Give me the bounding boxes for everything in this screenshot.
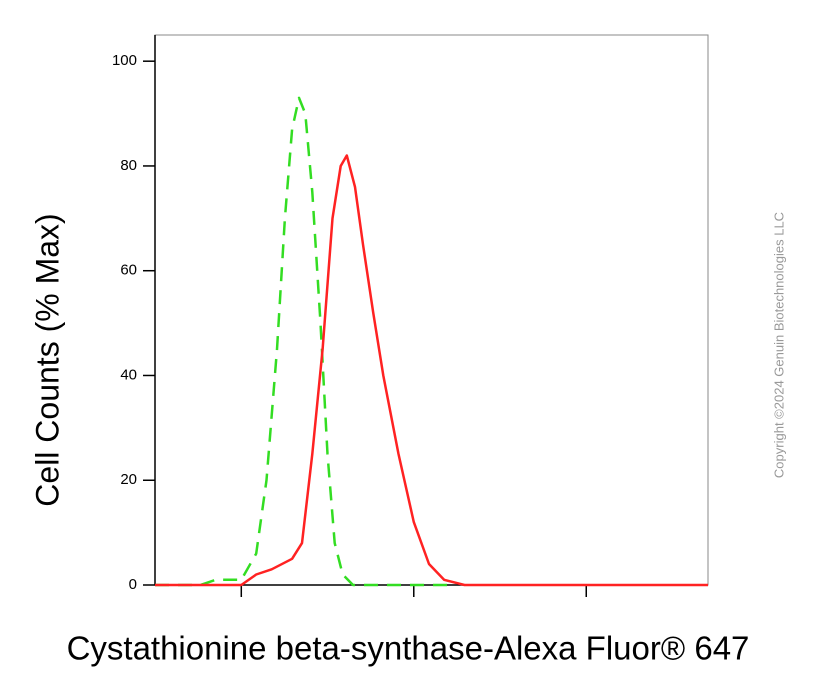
plot-frame [154, 34, 709, 586]
y-tick-label: 20 [120, 471, 137, 488]
y-tick-label: 0 [129, 576, 137, 593]
y-tick-label: 40 [120, 366, 137, 383]
y-tick-label: 80 [120, 157, 137, 174]
x-axis-title: Cystathionine beta-synthase-Alexa Fluor®… [67, 630, 750, 667]
y-tick-label: 100 [112, 52, 137, 69]
histogram-line [155, 96, 455, 587]
watermark: Copyright ©2024 Genuin Biotechnologies L… [771, 212, 786, 478]
y-tick-label: 60 [120, 262, 137, 279]
y-axis-title: Cell Counts (% Max) [29, 213, 65, 506]
histogram-line [155, 154, 708, 587]
